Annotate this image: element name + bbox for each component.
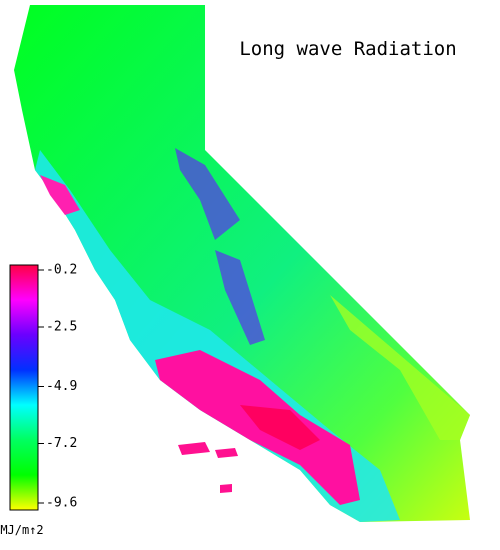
desert-zone (330, 295, 470, 440)
colorbar-tick-label: -4.9 (46, 379, 77, 394)
south-coast-zone (155, 350, 360, 505)
colorbar (9, 264, 39, 511)
colorbar-tick-label: -7.2 (46, 436, 77, 451)
colorbar-tick-label: -9.6 (46, 496, 77, 511)
colorbar-tick-label: -2.5 (46, 320, 77, 335)
colorbar-tick-label: -0.2 (46, 263, 77, 278)
la-basin (240, 405, 320, 450)
colorbar-unit: MJ/m↑2 (0, 523, 43, 537)
offshore-islands (178, 442, 238, 493)
mountain-band (175, 148, 265, 345)
land (14, 5, 470, 522)
map-title: Long wave Radiation (239, 38, 456, 60)
bay-area (40, 175, 80, 215)
